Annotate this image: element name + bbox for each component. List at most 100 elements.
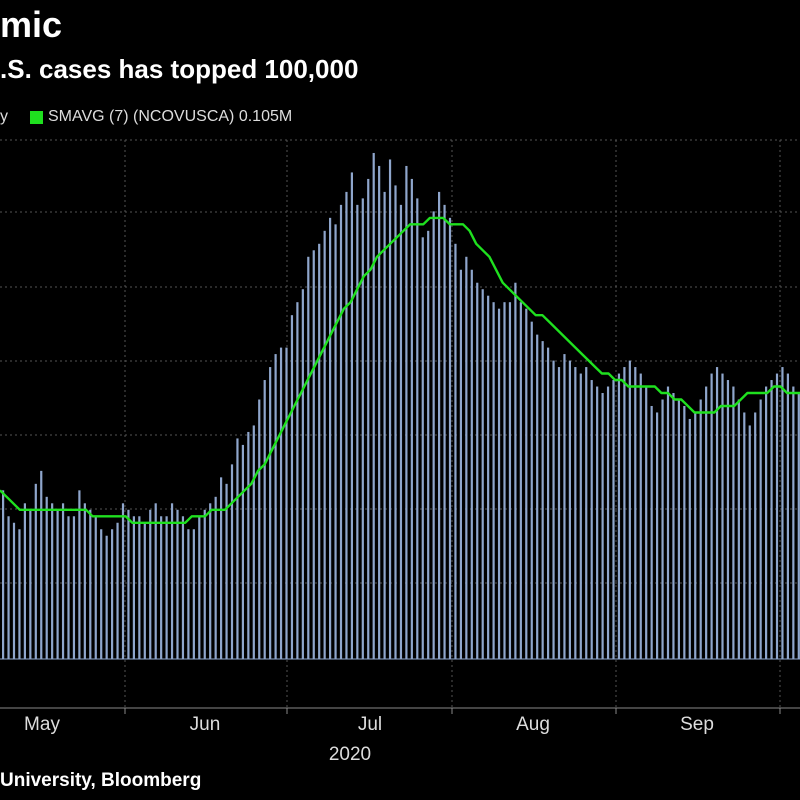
bar-31 <box>170 503 174 659</box>
bar-75 <box>410 178 413 660</box>
bar-83 <box>454 243 457 660</box>
bar-11 <box>61 503 65 659</box>
bar-132 <box>721 373 724 659</box>
bar-129 <box>705 386 708 659</box>
bar-8 <box>45 496 48 659</box>
bar-118 <box>645 386 648 659</box>
bar-144 <box>786 373 789 659</box>
bar-125 <box>683 405 686 659</box>
bar-72 <box>394 185 397 659</box>
bar-128 <box>699 399 702 659</box>
source-note: University, Bloomberg <box>0 770 202 791</box>
bar-57 <box>312 250 315 659</box>
bar-80 <box>438 191 441 659</box>
bar-135 <box>737 399 740 659</box>
legend: y SMAVG (7) (NCOVUSCA) 0.105M <box>0 108 292 126</box>
bar-63 <box>345 191 348 659</box>
bar-111 <box>606 386 610 659</box>
bar-69 <box>378 165 381 659</box>
bar-92 <box>503 302 506 659</box>
bar-13 <box>72 516 76 659</box>
bar-87 <box>476 282 479 659</box>
bar-43 <box>236 438 239 659</box>
bar-73 <box>399 204 403 659</box>
bar-48 <box>263 380 266 659</box>
bar-76 <box>416 198 419 659</box>
bar-52 <box>285 347 288 659</box>
bar-93 <box>508 302 512 659</box>
bar-130 <box>710 373 713 659</box>
x-year-label: 2020 <box>329 744 371 765</box>
bar-38 <box>209 503 212 659</box>
bar-33 <box>181 516 185 659</box>
bar-106 <box>579 373 582 659</box>
bar-14 <box>78 490 81 659</box>
bar-36 <box>198 516 201 659</box>
bar-10 <box>56 509 59 659</box>
bar-18 <box>100 529 103 659</box>
bar-0 <box>2 490 5 659</box>
bar-6 <box>34 483 37 659</box>
bar-79 <box>432 211 435 660</box>
sma-line <box>0 216 800 524</box>
bar-17 <box>94 516 97 659</box>
bar-140 <box>765 386 768 659</box>
legend-swatch-sma <box>30 110 43 124</box>
bar-65 <box>356 204 359 659</box>
bar-126 <box>688 418 691 659</box>
bar-115 <box>628 360 631 659</box>
bar-94 <box>514 282 517 659</box>
bar-29 <box>160 516 163 659</box>
x-tick-label-sep: Sep <box>680 714 714 735</box>
bar-104 <box>568 360 571 659</box>
bar-35 <box>192 529 195 659</box>
bar-91 <box>497 308 501 659</box>
bar-113 <box>617 373 621 659</box>
bar-67 <box>367 178 370 660</box>
bar-58 <box>318 243 321 660</box>
chart-subtitle: .S. cases has topped 100,000 <box>0 54 359 84</box>
bar-103 <box>563 354 566 659</box>
bar-142 <box>775 373 779 659</box>
bar-34 <box>187 529 190 659</box>
bar-139 <box>759 399 762 659</box>
bar-22 <box>121 503 125 659</box>
bar-56 <box>307 256 310 659</box>
x-tick-label-jun: Jun <box>190 714 221 735</box>
bar-134 <box>732 386 735 659</box>
bar-82 <box>448 217 452 659</box>
bar-99 <box>541 341 544 659</box>
legend-label-sma: SMAVG (7) (NCOVUSCA) 0.105M <box>48 108 293 125</box>
bar-32 <box>176 509 179 659</box>
bar-108 <box>590 380 593 659</box>
bar-59 <box>323 230 326 659</box>
bar-86 <box>470 269 473 659</box>
bar-101 <box>552 360 555 659</box>
bar-141 <box>770 380 773 659</box>
x-tick-label-may: May <box>24 714 60 735</box>
x-tick-label-aug: Aug <box>516 714 550 735</box>
bar-107 <box>585 367 588 659</box>
bar-88 <box>481 289 484 659</box>
bar-131 <box>715 367 719 659</box>
bar-81 <box>443 204 446 659</box>
bar-39 <box>214 496 217 659</box>
bar-105 <box>574 367 577 659</box>
bar-45 <box>247 431 250 659</box>
bar-3 <box>18 529 21 659</box>
bar-46 <box>252 425 255 659</box>
bar-137 <box>748 425 751 659</box>
bar-109 <box>596 386 599 659</box>
bar-42 <box>230 464 234 659</box>
bar-60 <box>329 217 332 659</box>
bar-64 <box>350 172 353 659</box>
bar-116 <box>634 367 637 659</box>
bar-127 <box>694 412 697 659</box>
bar-41 <box>225 483 228 659</box>
legend-label-daily: y <box>0 108 8 125</box>
bar-47 <box>258 399 261 659</box>
bar-15 <box>83 503 86 659</box>
bar-2 <box>12 522 16 659</box>
bar-49 <box>269 367 272 659</box>
